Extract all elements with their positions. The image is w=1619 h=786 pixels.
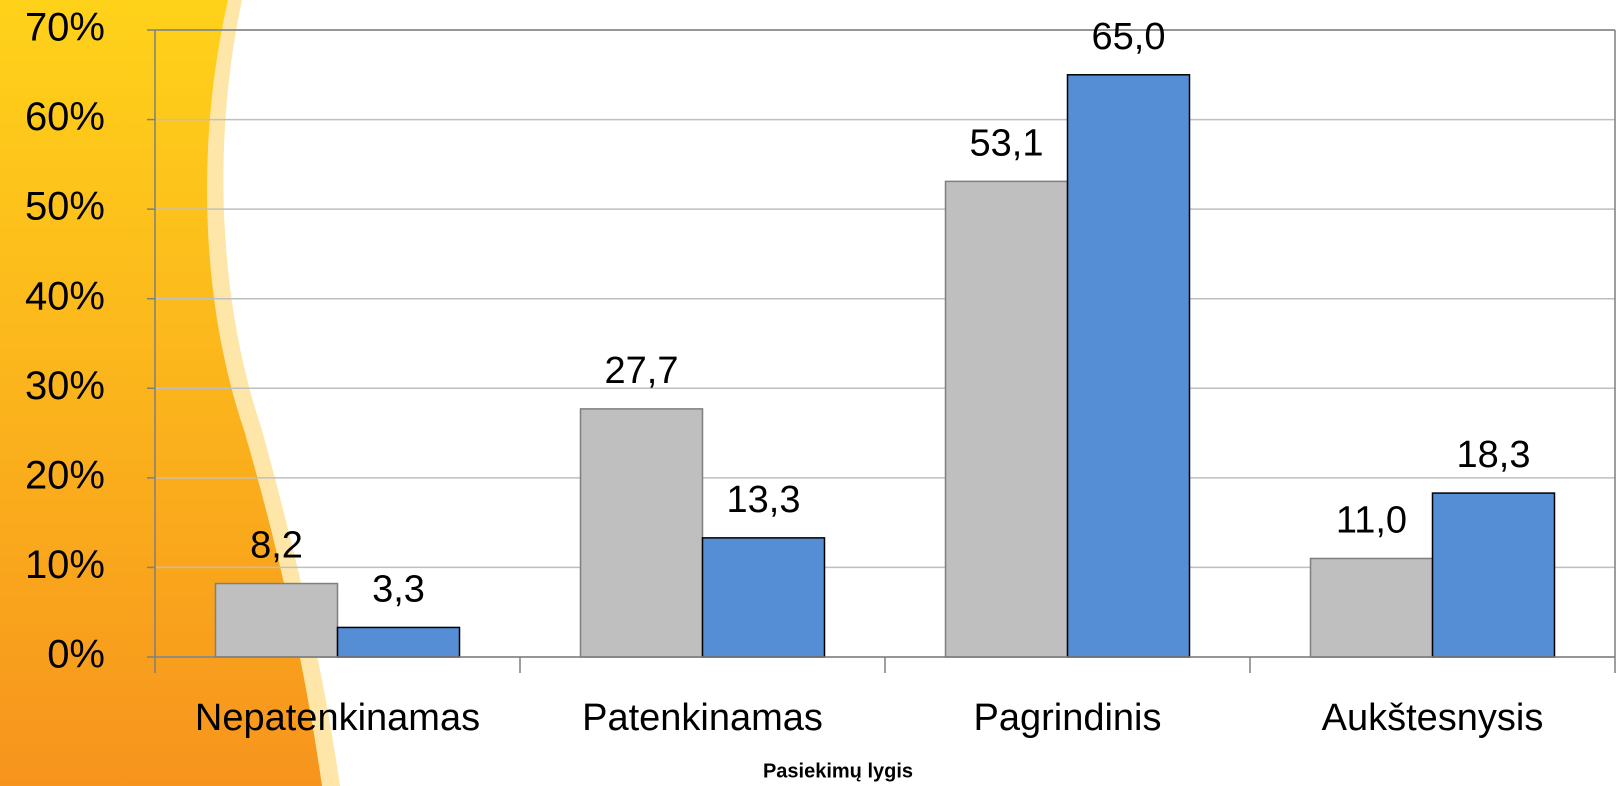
y-tick-label: 60%: [25, 95, 105, 139]
bar: [1066, 74, 1191, 658]
y-tick-label: 0%: [47, 633, 105, 677]
plot-area: 0% 10% 20% 30% 40% 50% 60% 70% Nepatenkinamas 8,2…: [25, 6, 1616, 739]
bar: [944, 180, 1069, 658]
data-label: 13,3: [727, 479, 801, 521]
bar: [701, 537, 826, 658]
data-label: 18,3: [1457, 434, 1531, 476]
data-label: 3,3: [372, 568, 425, 610]
y-tick-label: 20%: [25, 453, 105, 497]
bar: [336, 626, 461, 658]
data-label: 11,0: [1336, 500, 1407, 542]
bar: [1309, 557, 1434, 658]
x-tick-label: Aukštesnysis: [1322, 697, 1544, 739]
bar: [579, 408, 704, 658]
bar: [214, 582, 339, 658]
x-tick-label: Patenkinamas: [582, 697, 823, 739]
y-tick-label: 30%: [25, 364, 105, 408]
x-tick-label: Nepatenkinamas: [195, 697, 480, 739]
y-tick-label: 70%: [25, 6, 105, 50]
y-tick-label: 10%: [25, 543, 105, 587]
x-tick-label: Pagrindinis: [974, 697, 1162, 739]
y-tick-label: 40%: [25, 274, 105, 318]
data-label: 53,1: [970, 122, 1044, 164]
data-label: 65,0: [1092, 16, 1166, 58]
x-axis-title: Pasiekimų lygis: [763, 760, 913, 782]
data-label: 8,2: [250, 525, 303, 567]
data-label: 27,7: [605, 350, 679, 392]
y-tick-label: 50%: [25, 185, 105, 229]
bar: [1431, 492, 1556, 658]
